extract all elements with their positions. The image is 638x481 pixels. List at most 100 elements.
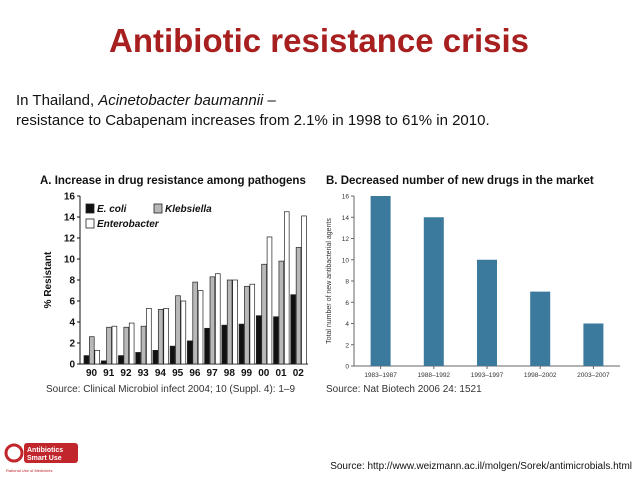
- chart-a-x-tick-label: 00: [258, 368, 270, 379]
- chart-b-y-tick-label: 4: [345, 321, 349, 328]
- chart-a-legend-swatch: [153, 203, 163, 214]
- chart-b-x-tick-label: 2003–2007: [577, 372, 610, 379]
- chart-a-y-tick-label: 10: [64, 255, 76, 266]
- logo-badge: [24, 443, 78, 463]
- chart-a-bar: [244, 285, 250, 365]
- chart-a-y-tick-label: 16: [64, 192, 76, 203]
- logo-tagline: Rational Use of Medicines: [6, 468, 52, 473]
- chart-b-y-tick-label: 16: [342, 194, 350, 201]
- chart-a-bar: [163, 308, 169, 365]
- chart-b-y-tick-label: 8: [345, 279, 349, 286]
- chart-b-x-tick-label: 1988–1992: [418, 372, 451, 379]
- chart-a-y-tick-label: 8: [69, 276, 75, 287]
- chart-a-bar: [255, 315, 262, 365]
- chart-a-y-tick-label: 6: [69, 297, 75, 308]
- chart-a-bar: [135, 352, 141, 365]
- chart-b-y-tick-label: 10: [342, 257, 350, 264]
- chart-a-x-tick-label: 99: [241, 368, 253, 379]
- chart-a-bar: [197, 290, 204, 365]
- chart-a-x-tick-label: 90: [86, 368, 98, 379]
- chart-a-bar: [118, 355, 124, 365]
- chart-a-x-tick-label: 93: [138, 368, 150, 379]
- chart-a-x-tick-label: 97: [207, 368, 219, 379]
- footer-source: Source: http://www.weizmann.ac.il/molgen…: [330, 461, 632, 472]
- intro-line-1: In Thailand, Acinetobacter baumannii –: [16, 91, 490, 111]
- chart-a-bar: [261, 263, 267, 365]
- intro-line-2: resistance to Cabapenam increases from 2…: [16, 112, 490, 129]
- chart-a-bar: [83, 355, 90, 365]
- chart-a-bar: [278, 260, 285, 365]
- chart-a-x-tick-label: 91: [103, 368, 115, 379]
- slide-intro: In Thailand, Acinetobacter baumannii – r…: [16, 91, 490, 131]
- chart-a-bar: [295, 247, 302, 365]
- chart-b-y-tick-label: 12: [342, 236, 350, 243]
- chart-b-bar: [423, 217, 444, 366]
- intro-prefix: In Thailand,: [16, 92, 99, 109]
- chart-b-y-tick-label: 2: [345, 342, 349, 349]
- slide-title: Antibiotic resistance crisis: [109, 22, 529, 59]
- chart-a-y-tick-label: 4: [69, 318, 75, 329]
- chart-b-bar: [477, 259, 497, 366]
- chart-b-y-tick-label: 0: [345, 364, 349, 371]
- chart-b-bar: [583, 323, 604, 366]
- logo-ring-icon: [4, 443, 24, 463]
- chart-a-bar: [180, 300, 187, 365]
- chart-a-bar: [152, 350, 159, 365]
- chart-a-legend-label: Klebsiella: [165, 204, 212, 215]
- chart-a-bar: [100, 360, 107, 365]
- logo-line-1: Antibiotics: [27, 447, 63, 454]
- chart-a-bar: [123, 326, 130, 365]
- intro-organism: Acinetobacter baumannii: [98, 92, 264, 109]
- chart-a-bar: [169, 345, 176, 365]
- chart-b-y-label: Total number of new antibacterial agents: [326, 218, 333, 344]
- chart-a-bar: [204, 327, 210, 365]
- chart-a-bar: [215, 273, 221, 365]
- chart-a-x-tick-label: 02: [293, 368, 305, 379]
- chart-a-legend-label: Enterobacter: [97, 219, 160, 230]
- chart-a-x-tick-label: 96: [189, 368, 201, 379]
- chart-a-bar: [249, 283, 256, 365]
- chart-b-source: Source: Nat Biotech 2006 24: 1521: [326, 384, 482, 395]
- chart-a-legend-label: E. coli: [97, 204, 127, 215]
- chart-a-x-tick-label: 95: [172, 368, 184, 379]
- chart-a-legend-swatch: [85, 218, 95, 229]
- chart-a-legend-swatch: [85, 203, 95, 214]
- chart-a-bar: [301, 215, 307, 365]
- chart-a-bar: [283, 211, 290, 365]
- chart-a-bar: [89, 336, 95, 365]
- chart-a-source: Source: Clinical Microbiol infect 2004; …: [46, 384, 295, 395]
- chart-a-bar: [187, 340, 193, 365]
- chart-b-bar: [530, 291, 551, 366]
- chart-b-x-tick-label: 1998–2002: [524, 372, 557, 379]
- chart-a-bar: [226, 279, 233, 365]
- chart-a-bar: [238, 323, 245, 365]
- antibiotics-smart-use-logo: Antibiotics Smart Use Rational Use of Me…: [4, 438, 84, 481]
- chart-a-bar: [157, 309, 164, 365]
- chart-a-bar: [266, 236, 273, 365]
- chart-a-bar: [146, 308, 152, 365]
- chart-a-bar: [106, 326, 112, 365]
- chart-a-bar: [175, 295, 181, 365]
- chart-a-y-tick-label: 12: [64, 234, 76, 245]
- chart-a-x-tick-label: 01: [275, 368, 287, 379]
- chart-a-bar: [192, 281, 198, 365]
- chart-a-x-tick-label: 94: [155, 368, 167, 379]
- chart-b: B. Decreased number of new drugs in the …: [326, 175, 620, 395]
- chart-b-x-tick-label: 1993–1997: [471, 372, 504, 379]
- chart-a-bar: [128, 322, 135, 365]
- chart-a-y-label: % Resistant: [43, 251, 54, 308]
- chart-b-y-tick-label: 6: [345, 300, 349, 307]
- chart-a-bar: [290, 294, 296, 365]
- chart-a-y-tick-label: 0: [69, 360, 75, 371]
- chart-b-x-tick-label: 1983–1987: [364, 372, 397, 379]
- chart-a-x-tick-label: 98: [224, 368, 236, 379]
- chart-a-title: A. Increase in drug resistance among pat…: [40, 175, 306, 187]
- chart-a-y-tick-label: 14: [64, 213, 76, 224]
- chart-a-bar: [221, 324, 227, 365]
- chart-a-y-tick-label: 2: [69, 339, 75, 350]
- chart-a: A. Increase in drug resistance among pat…: [40, 175, 308, 395]
- chart-a-bar: [273, 316, 279, 365]
- chart-b-title: B. Decreased number of new drugs in the …: [326, 175, 594, 187]
- logo-line-2: Smart Use: [27, 455, 62, 462]
- chart-b-y-tick-label: 14: [342, 215, 350, 222]
